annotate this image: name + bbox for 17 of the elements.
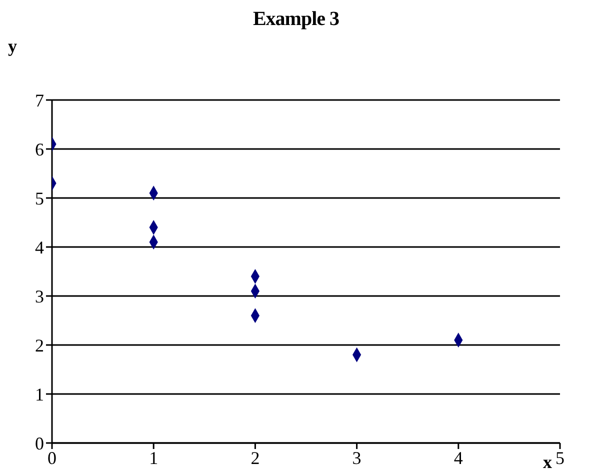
y-tick-label: 6 — [35, 139, 44, 160]
x-axis-title: x — [543, 452, 552, 473]
chart-title: Example 3 — [252, 8, 340, 31]
x-tick-label: 2 — [250, 448, 260, 468]
x-tick-label: 5 — [556, 448, 564, 468]
y-axis-title: y — [8, 36, 17, 57]
y-tick-label: 7 — [35, 90, 44, 110]
y-tick-label: 3 — [35, 286, 44, 306]
x-tick-label: 1 — [149, 448, 158, 468]
x-tick-label: 0 — [48, 448, 56, 468]
y-tick-label: 5 — [35, 188, 44, 208]
y-tick-label: 0 — [35, 433, 44, 454]
y-tick-label: 4 — [35, 237, 44, 258]
x-tick-label: 4 — [454, 448, 463, 468]
y-tick-label: 1 — [35, 384, 44, 404]
x-tick-label: 3 — [352, 448, 362, 468]
y-tick-label: 2 — [35, 335, 44, 356]
